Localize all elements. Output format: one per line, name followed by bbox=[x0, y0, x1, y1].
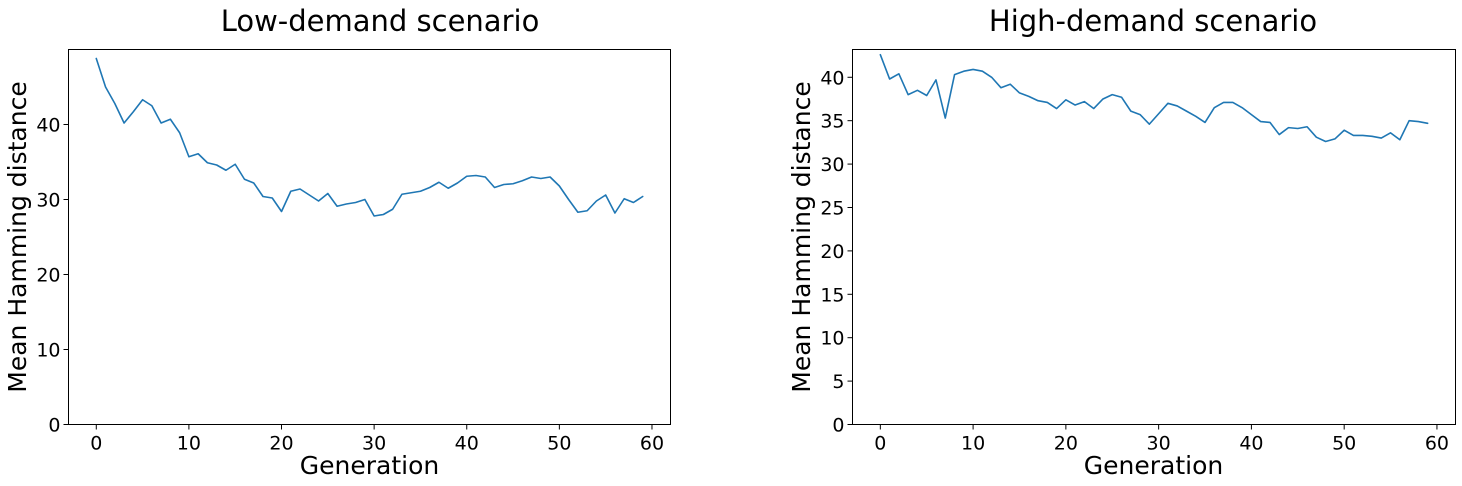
x-tick-label: 20 bbox=[269, 433, 293, 455]
x-axis-label: Generation bbox=[1084, 451, 1223, 480]
x-tick-label: 30 bbox=[362, 433, 386, 455]
x-tick-label: 50 bbox=[1332, 433, 1356, 455]
x-tick-label: 10 bbox=[177, 433, 201, 455]
x-tick-label: 60 bbox=[640, 433, 664, 455]
chart-low-demand: Low-demand scenario Generation Mean Hamm… bbox=[3, 4, 671, 480]
y-axis-label: Mean Hamming distance bbox=[3, 81, 32, 392]
x-tick-label: 40 bbox=[455, 433, 479, 455]
y-tick-label: 10 bbox=[36, 340, 60, 362]
series-line bbox=[879, 53, 1429, 143]
y-tick-label: 0 bbox=[48, 415, 60, 437]
y-tick-label: 10 bbox=[820, 328, 844, 350]
y-tick-label: 5 bbox=[832, 371, 844, 393]
series-line bbox=[95, 57, 644, 217]
y-tick-label: 25 bbox=[820, 197, 844, 219]
y-tick-label: 15 bbox=[820, 284, 844, 306]
x-tick-label: 20 bbox=[1054, 433, 1078, 455]
y-tick-label: 30 bbox=[36, 190, 60, 212]
y-tick-label: 30 bbox=[820, 154, 844, 176]
x-tick-label: 30 bbox=[1147, 433, 1171, 455]
x-axis-label: Generation bbox=[300, 451, 439, 480]
y-tick-label: 40 bbox=[36, 115, 60, 137]
y-tick-label: 20 bbox=[36, 265, 60, 287]
plot-frame bbox=[68, 49, 671, 425]
y-tick-label: 0 bbox=[832, 415, 844, 437]
plot-frame bbox=[852, 49, 1456, 425]
x-tick-label: 0 bbox=[874, 433, 886, 455]
y-tick-label: 35 bbox=[820, 111, 844, 133]
x-tick-label: 50 bbox=[547, 433, 571, 455]
chart-high-demand: High-demand scenario Generation Mean Ham… bbox=[787, 4, 1456, 480]
x-tick-label: 0 bbox=[90, 433, 102, 455]
chart-title: High-demand scenario bbox=[989, 4, 1317, 38]
y-tick-label: 20 bbox=[820, 241, 844, 263]
x-tick-label: 10 bbox=[961, 433, 985, 455]
x-tick-label: 60 bbox=[1425, 433, 1449, 455]
x-tick-label: 40 bbox=[1239, 433, 1263, 455]
y-tick-label: 40 bbox=[820, 67, 844, 89]
chart-title: Low-demand scenario bbox=[221, 4, 540, 38]
y-axis-label: Mean Hamming distance bbox=[787, 81, 816, 392]
